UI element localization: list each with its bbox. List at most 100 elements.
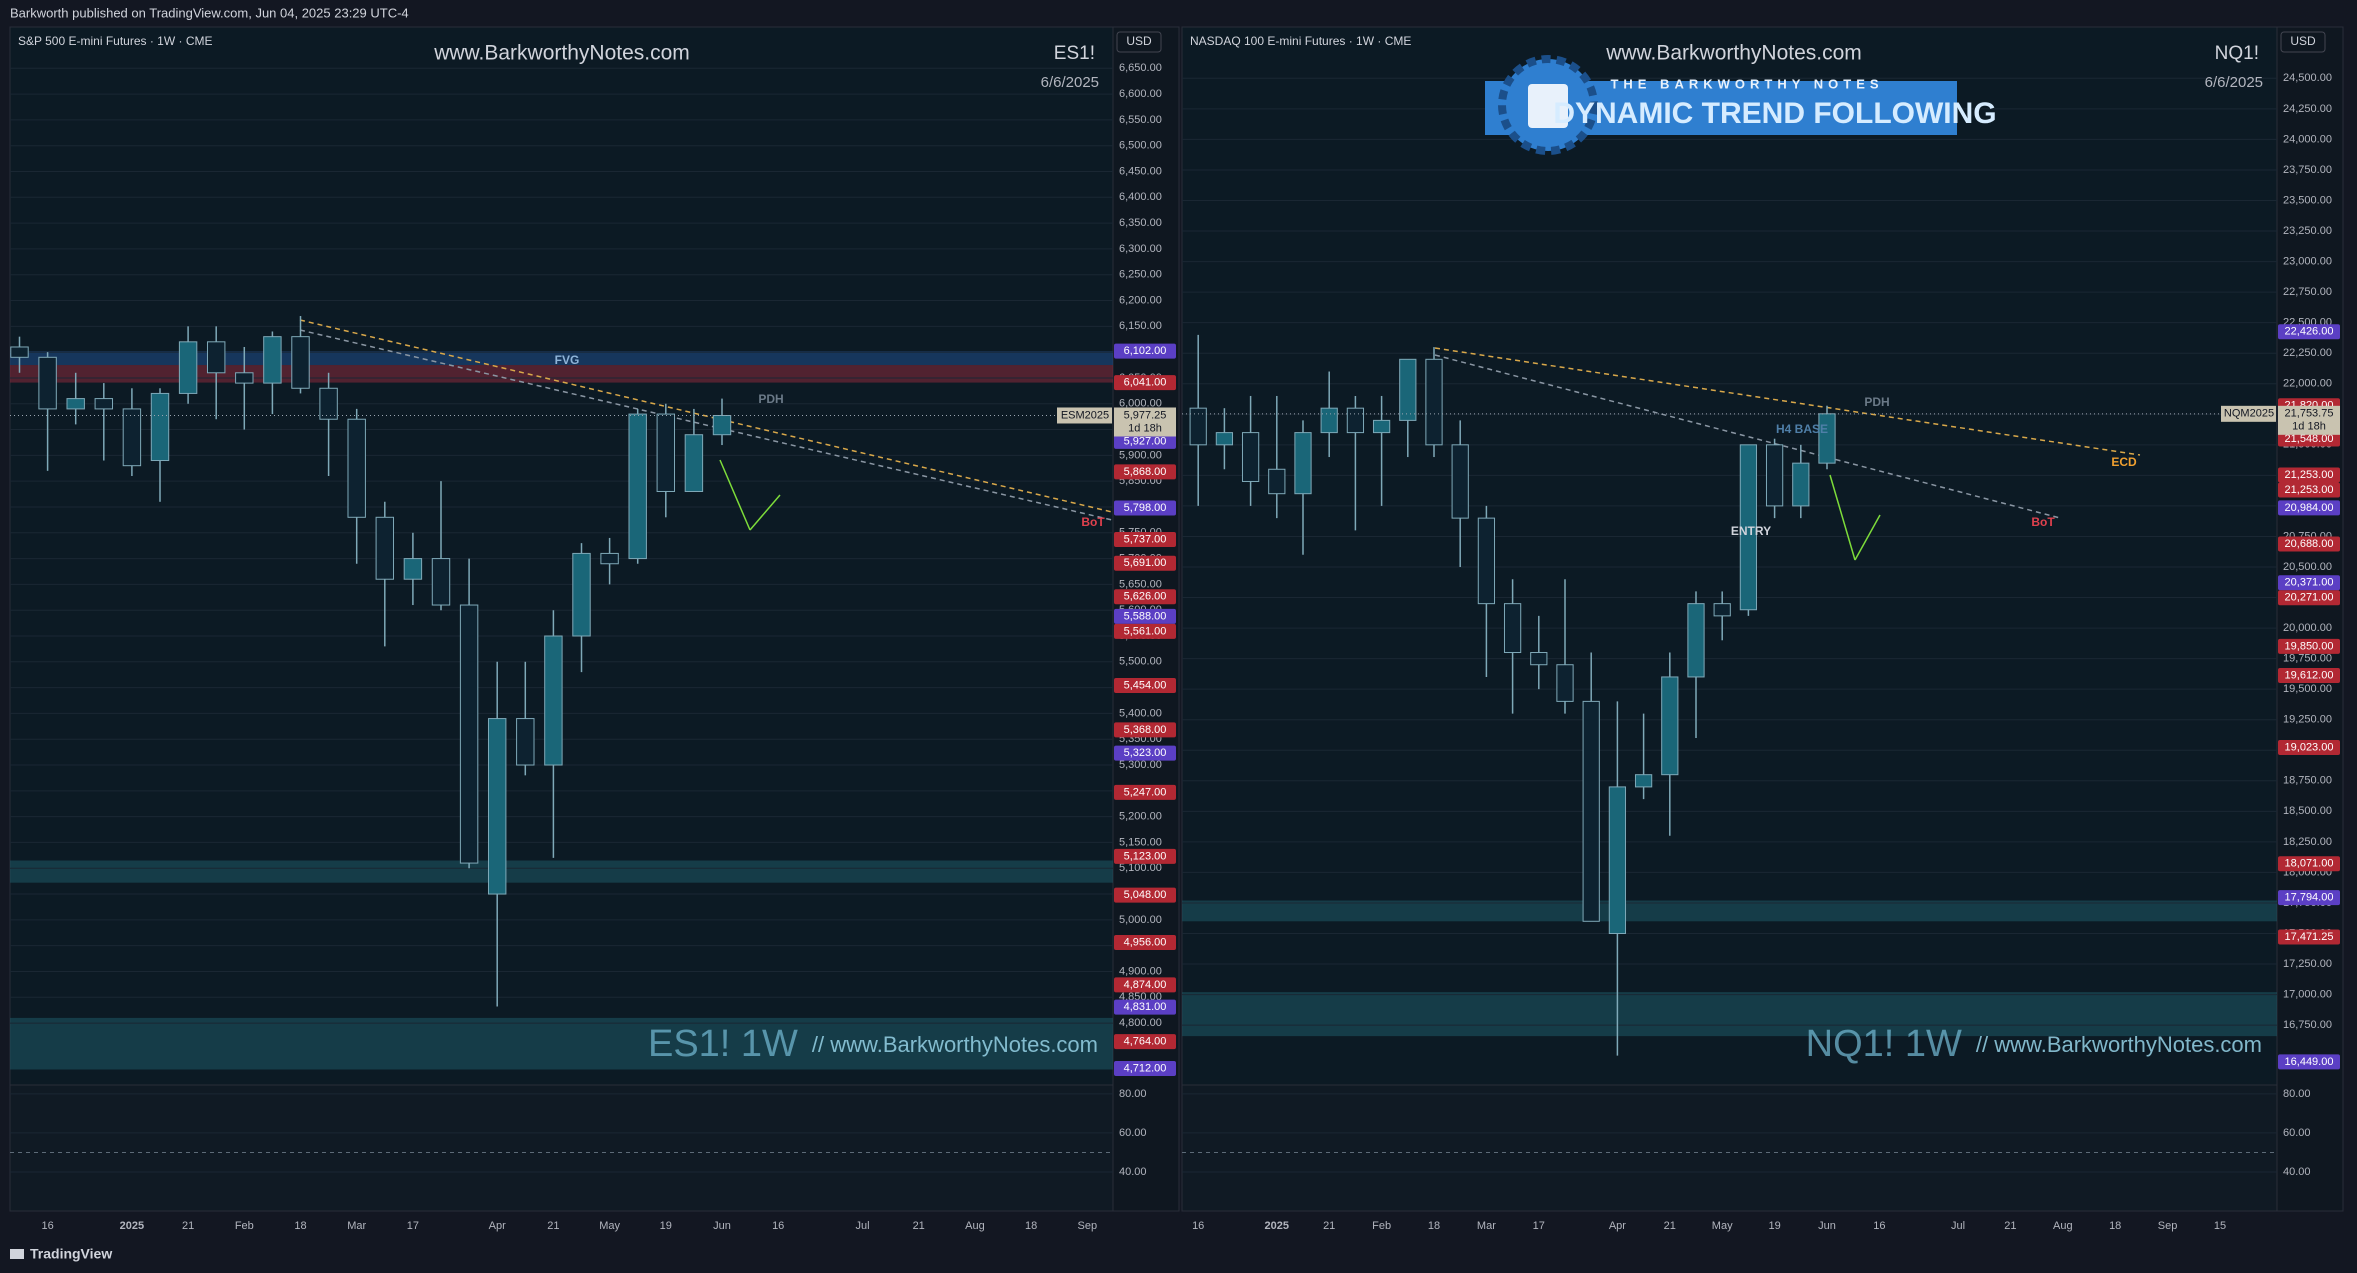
candle-body xyxy=(1294,432,1312,495)
price-tag-label: 19,612.00 xyxy=(2285,669,2334,681)
candle-body xyxy=(684,434,704,492)
currency-box xyxy=(1116,31,1162,53)
currency-box xyxy=(2280,31,2326,53)
price-tag-label: 19,023.00 xyxy=(2285,741,2334,753)
y-tick-label: 22,750.00 xyxy=(2283,286,2332,298)
candle-body xyxy=(487,718,507,895)
currency: USD xyxy=(1126,34,1152,48)
x-tick-label: 21 xyxy=(182,1220,194,1232)
currency: USD xyxy=(2290,34,2316,48)
x-tick-label: 21 xyxy=(1664,1220,1676,1232)
y-tick-label: 6,500.00 xyxy=(1119,140,1162,152)
price-tag xyxy=(2278,856,2340,872)
price-tag xyxy=(2278,482,2340,498)
watermark-site: // www.BarkworthyNotes.com xyxy=(812,1032,1098,1057)
price-tag-label: 5,561.00 xyxy=(1124,625,1167,637)
price-tag-label: 5,123.00 xyxy=(1124,850,1167,862)
x-tick-label: Aug xyxy=(965,1220,985,1232)
axis-bg xyxy=(2276,26,2344,1212)
x-tick-label: 21 xyxy=(1323,1220,1335,1232)
candle-body xyxy=(263,336,282,384)
y-tick-label: 18,250.00 xyxy=(2283,836,2332,848)
x-tick-label: 18 xyxy=(1025,1220,1037,1232)
trend-line xyxy=(749,494,781,531)
y-tick-label: 6,600.00 xyxy=(1119,88,1162,100)
logo-main: DYNAMIC TREND FOLLOWING xyxy=(1553,97,1996,130)
y-tick-label: 6,550.00 xyxy=(1119,114,1162,126)
price-tag-label: 21,253.00 xyxy=(2285,484,2334,496)
y-tick-label: 23,250.00 xyxy=(2283,225,2332,237)
candle-body xyxy=(1556,664,1574,702)
x-tick-label: Feb xyxy=(235,1220,254,1232)
candle-body xyxy=(712,414,732,436)
candle-body xyxy=(600,552,619,565)
tv-logo xyxy=(10,1249,24,1259)
candle-body xyxy=(206,341,226,374)
symbol: NQ1! xyxy=(2215,43,2259,64)
price-tag-label: 5,927.00 xyxy=(1124,435,1167,447)
trend-line xyxy=(1854,514,1881,561)
price-tag xyxy=(1114,977,1176,993)
price-tag-label: 17,471.25 xyxy=(2285,931,2334,943)
price-tag-label: 16,449.00 xyxy=(2285,1056,2334,1068)
price-tag-label: 4,764.00 xyxy=(1124,1036,1167,1048)
price-tag-label: 5,368.00 xyxy=(1124,724,1167,736)
price-tag-label: 5,588.00 xyxy=(1124,610,1167,622)
price-tag xyxy=(2278,929,2340,945)
zone xyxy=(1182,992,2277,1037)
y-tick-label: 5,300.00 xyxy=(1119,759,1162,771)
contract-label: ESM2025 xyxy=(1061,409,1109,421)
price-tag xyxy=(1114,433,1176,449)
trend-line xyxy=(299,329,1113,521)
y-tick-label: 6,450.00 xyxy=(1119,165,1162,177)
price-tag xyxy=(1114,464,1176,480)
countdown: 1d 18h xyxy=(1128,422,1162,434)
price-tag-label: 20,688.00 xyxy=(2285,538,2334,550)
x-tick-label: Apr xyxy=(489,1220,506,1232)
price-tag-label: 20,371.00 xyxy=(2285,577,2334,589)
contract-tag xyxy=(2221,405,2276,422)
watermark-site: // www.BarkworthyNotes.com xyxy=(1976,1032,2262,1057)
zone xyxy=(10,860,1113,883)
panel-bg xyxy=(1181,26,2278,1086)
price-tag xyxy=(1114,500,1176,516)
annotation: FVG xyxy=(555,353,580,367)
price-tag xyxy=(1114,1034,1176,1050)
countdown: 1d 18h xyxy=(2292,421,2326,433)
y-tick-label: 19,750.00 xyxy=(2283,653,2332,665)
x-tick-label: 16 xyxy=(772,1220,784,1232)
y-tick-label: 24,250.00 xyxy=(2283,103,2332,115)
candle-body xyxy=(1582,700,1600,922)
date: 6/6/2025 xyxy=(1041,74,1099,91)
y-tick-label: 6,300.00 xyxy=(1119,243,1162,255)
price-tag xyxy=(1114,589,1176,605)
candle-body xyxy=(1241,432,1260,482)
annotation: BoT xyxy=(2031,515,2055,529)
candle-body xyxy=(1477,517,1496,605)
y-tick-label: 24,000.00 xyxy=(2283,133,2332,145)
osc-bg xyxy=(9,1084,1114,1212)
osc-tick-label: 40.00 xyxy=(1119,1166,1147,1178)
price-tag-label: 4,712.00 xyxy=(1124,1062,1167,1074)
y-tick-label: 6,650.00 xyxy=(1119,62,1162,74)
price-tag-label: 6,041.00 xyxy=(1124,376,1167,388)
x-tick-label: May xyxy=(599,1220,620,1232)
candle-body xyxy=(1346,407,1365,434)
annotation: PDH xyxy=(1864,395,1889,409)
price-tag xyxy=(1114,375,1176,391)
price-tag xyxy=(1114,745,1176,761)
x-tick-label: Mar xyxy=(1477,1220,1496,1232)
price-tag xyxy=(2278,667,2340,683)
candle-body xyxy=(1451,444,1469,519)
annotation: PDH xyxy=(758,392,783,406)
annotation: ENTRY xyxy=(1731,524,1771,538)
price-tag-label: 5,691.00 xyxy=(1124,557,1167,569)
y-tick-label: 5,150.00 xyxy=(1119,836,1162,848)
price-tag xyxy=(1114,999,1176,1015)
y-tick-label: 24,500.00 xyxy=(2283,72,2332,84)
watermark: NQ1! 1W xyxy=(1806,1023,1962,1065)
candle-body xyxy=(1372,419,1391,434)
candle-body xyxy=(1399,358,1417,421)
y-tick-label: 19,500.00 xyxy=(2283,683,2332,695)
chart-title: S&P 500 E-mini Futures · 1W · CME xyxy=(18,34,213,48)
